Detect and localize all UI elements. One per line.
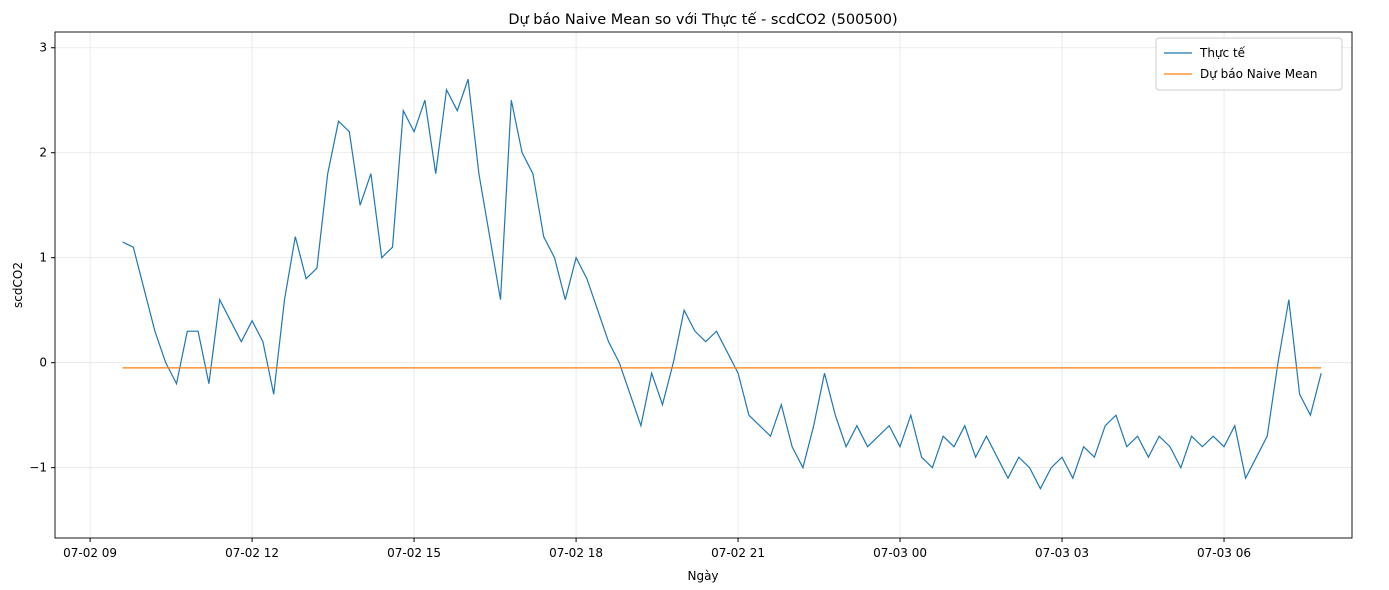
y-tick-label: 3 (39, 41, 47, 55)
y-tick-label: 0 (39, 356, 47, 370)
legend-box (1155, 37, 1343, 91)
x-axis-label: Ngày (687, 569, 718, 583)
plot-frame (54, 31, 1353, 539)
legend-label: Dự báo Naive Mean (1200, 67, 1317, 81)
y-tick-label: 1 (39, 251, 47, 265)
x-tick-label: 07-03 00 (873, 546, 927, 560)
x-tick-label: 07-02 18 (549, 546, 603, 560)
x-tick-label: 07-03 03 (1035, 546, 1089, 560)
y-axis-label: scdCO2 (11, 262, 25, 308)
x-tick-label: 07-02 21 (711, 546, 765, 560)
data-line (122, 79, 1322, 491)
x-tick-label: 07-02 12 (225, 546, 279, 560)
x-tick-label: 07-02 15 (387, 546, 441, 560)
y-tick-label: −1 (29, 461, 47, 475)
x-tick-label: 07-03 06 (1197, 546, 1251, 560)
y-tick-label: 2 (39, 146, 47, 160)
chart-title: Dự báo Naive Mean so với Thực tế - scdCO… (508, 11, 897, 28)
x-tick-label: 07-02 09 (63, 546, 117, 560)
legend-label: Thực tế (1199, 46, 1246, 60)
